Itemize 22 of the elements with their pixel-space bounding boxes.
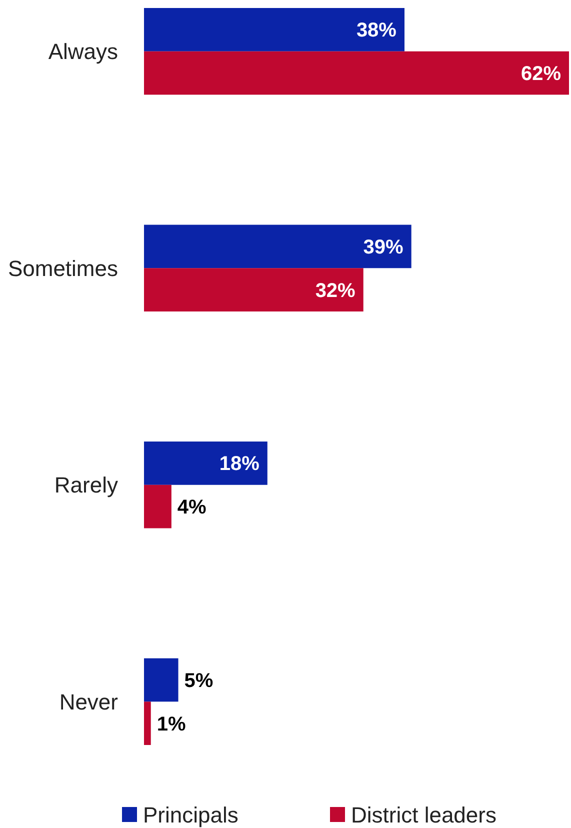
y-tick-label: Rarely: [54, 472, 118, 498]
legend-label: Principals: [143, 802, 238, 828]
data-label: 39%: [363, 236, 404, 258]
y-tick-label: Always: [48, 39, 118, 64]
bar: [144, 442, 268, 485]
data-label: 32%: [315, 280, 356, 302]
data-label: 38%: [356, 20, 397, 42]
bar: [144, 268, 364, 312]
y-tick-label: Never: [59, 689, 118, 714]
bar: [144, 484, 172, 528]
legend-label: District leaders: [351, 802, 496, 828]
bar: [144, 51, 569, 95]
data-label: 4%: [177, 496, 207, 519]
bar: [144, 8, 404, 52]
data-label: 62%: [520, 63, 562, 86]
data-label: 1%: [156, 713, 186, 736]
data-label: 18%: [219, 453, 260, 476]
bar: [144, 658, 178, 702]
data-label: 5%: [184, 670, 214, 692]
y-tick-label: Sometimes: [8, 256, 118, 281]
bar: [144, 224, 412, 268]
bar: [144, 702, 151, 745]
